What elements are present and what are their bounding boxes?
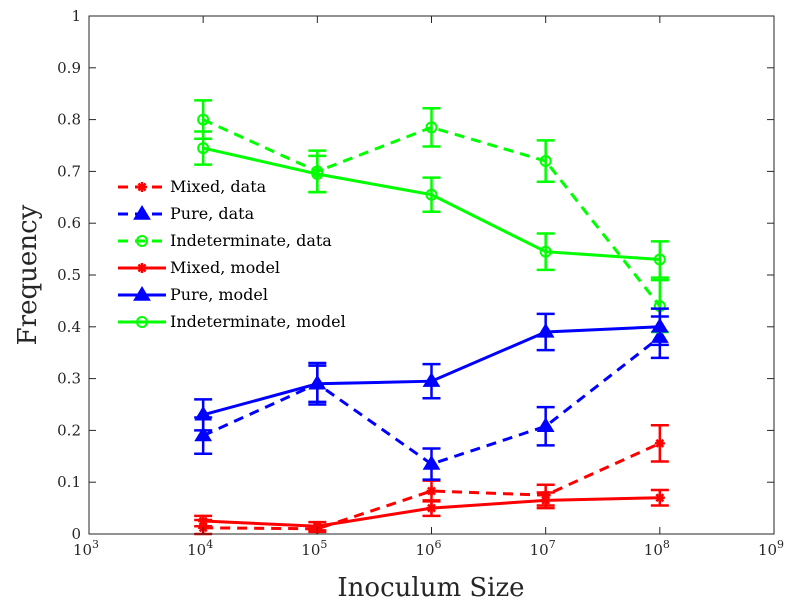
y-tick-label: 0.4 [57,318,81,336]
y-tick-label: 0.2 [57,421,81,439]
legend-marker [137,263,147,273]
y-tick-label: 0.7 [57,162,81,180]
data-point [426,503,437,514]
data-point [194,405,213,421]
legend-marker [136,316,148,328]
legend-entry: Indeterminate, data [118,231,332,250]
data-point [425,188,438,201]
legend-marker [133,205,151,220]
legend-label: Mixed, data [170,177,267,196]
y-tick-label: 0.5 [57,266,81,284]
data-point [422,455,441,470]
x-tick-label: 107 [530,538,556,559]
data-point [540,495,551,506]
data-point [653,253,666,266]
marker-center [543,497,549,503]
legend-entry: Pure, model [118,285,268,304]
x-tick-label: 108 [644,538,670,559]
data-point [312,521,323,532]
data-point [536,417,555,432]
y-tick-label: 0 [71,525,81,543]
data-point [650,317,669,333]
y-axis-label: Frequency [13,204,43,345]
series-pure-model [194,307,669,432]
data-point [311,167,324,180]
legend-marker [133,286,151,301]
x-tick-label: 106 [415,538,441,559]
data-point [308,374,327,390]
y-tick-label: 0.1 [57,473,81,491]
series-indeterminate-data [194,99,669,334]
y-tick-label: 0.3 [57,370,81,388]
legend-marker [137,182,147,192]
marker-center [429,505,434,511]
data-point [194,426,213,442]
legend-entry: Mixed, data [118,177,267,196]
y-tick-label: 1 [71,7,81,25]
data-point [198,516,209,527]
series-group [194,99,669,536]
x-axis-label: Inoculum Size [337,573,524,603]
marker-center [657,440,663,446]
data-point [425,121,438,134]
marker-center [139,184,145,190]
legend-entry: Indeterminate, model [118,312,346,331]
legend: Mixed, data Pure, data Indeterminate, data… [118,177,346,331]
data-point [536,323,555,338]
x-tick-label: 103 [73,538,99,559]
x-tick-label: 104 [187,538,213,559]
legend-label: Indeterminate, model [170,312,346,331]
legend-label: Pure, data [170,204,255,223]
marker-center [314,523,320,529]
data-point [539,155,552,168]
data-point [422,372,441,387]
y-tick-label: 0.6 [57,214,81,232]
legend-label: Mixed, model [170,258,280,277]
marker-center [657,495,663,501]
data-point [197,113,210,126]
legend-entry: Mixed, model [118,258,280,277]
marker-center [139,265,145,271]
series-line [203,441,661,531]
legend-label: Indeterminate, data [170,231,332,250]
data-point [539,245,552,258]
legend-label: Pure, model [170,285,268,304]
marker-center [200,518,206,524]
legend-marker [136,235,148,247]
series-indeterminate-model [194,130,669,279]
data-point [654,492,665,503]
data-point [654,438,665,449]
series-mixed-model [194,488,669,532]
y-tick-label: 0.8 [57,111,81,129]
y-tick-label: 0.9 [57,59,81,77]
x-tick-label: 105 [301,538,327,559]
x-tick-label: 109 [758,538,784,559]
legend-entry: Pure, data [118,204,255,223]
marker-center [429,488,434,494]
data-point [197,142,210,155]
data-point [426,486,437,497]
